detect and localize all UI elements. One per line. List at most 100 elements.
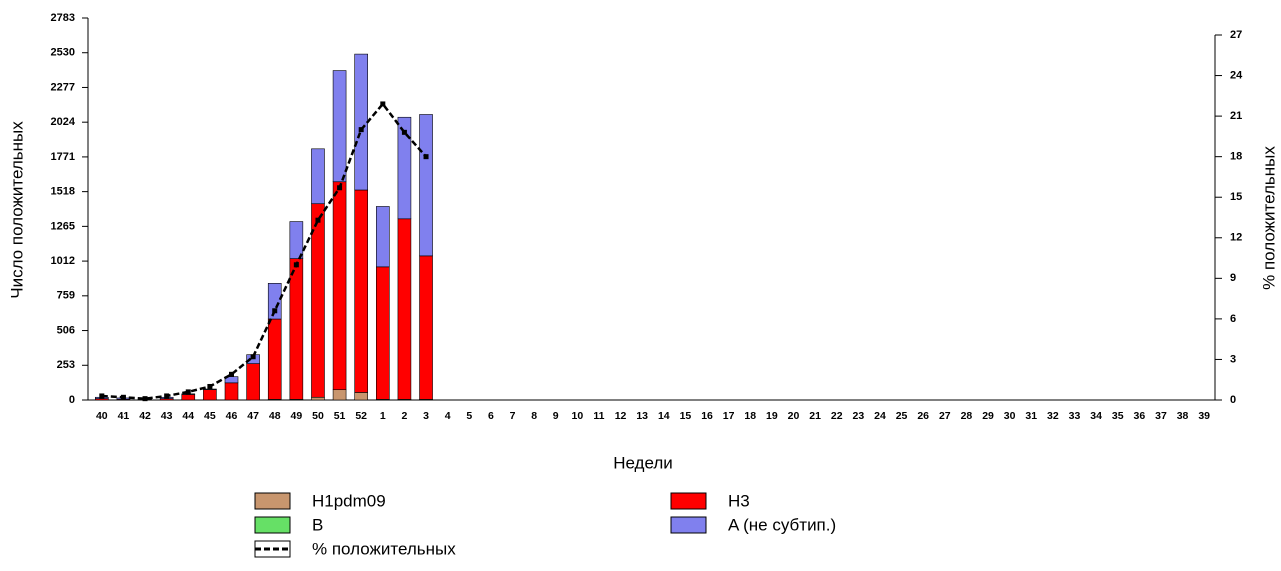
line-marker: [229, 371, 234, 377]
bar-segment: [332, 181, 347, 391]
bar-segment: [376, 206, 390, 268]
x-tick-label: 52: [355, 410, 367, 422]
line-marker: [380, 101, 386, 107]
bar-segment: [397, 116, 412, 220]
line-marker: [99, 393, 105, 399]
x-tick-label: 12: [615, 410, 627, 422]
legend-label: H1pdm09: [312, 491, 386, 510]
y2-tick-label: 24: [1230, 69, 1243, 81]
x-tick-label: 8: [531, 410, 537, 422]
x-tick-label: 21: [809, 410, 821, 422]
bar-segment: [354, 392, 368, 401]
x-tick-label: 27: [939, 410, 951, 422]
x-tick-label: 17: [723, 410, 735, 422]
legend-swatch: [254, 492, 291, 510]
legend-label: A (не субтип.): [728, 515, 836, 534]
line-marker: [293, 262, 299, 268]
bar-segment: [224, 382, 239, 401]
x-tick-label: 4: [445, 410, 451, 422]
y-tick-label: 759: [57, 290, 75, 302]
x-tick-label: 50: [312, 410, 324, 422]
x-tick-label: 3: [423, 410, 429, 422]
x-tick-label: 30: [1004, 410, 1016, 422]
line-marker: [401, 129, 407, 135]
line-marker: [207, 383, 213, 389]
line-marker: [185, 389, 191, 395]
x-tick-label: 45: [204, 410, 216, 422]
bar-segment: [332, 70, 347, 183]
x-tick-label: 10: [572, 410, 584, 422]
x-tick-label: 46: [226, 410, 238, 422]
y-tick-label: 253: [57, 359, 75, 371]
x-tick-label: 23: [853, 410, 865, 422]
y2-tick-label: 27: [1230, 29, 1242, 41]
x-tick-label: 26: [917, 410, 929, 422]
x-tick-label: 18: [744, 410, 756, 422]
y2-tick-label: 15: [1230, 191, 1242, 203]
bar-segment: [332, 389, 347, 401]
y2-tick-label: 12: [1230, 232, 1242, 244]
x-tick-label: 42: [139, 410, 151, 422]
y-tick-label: 2530: [51, 47, 75, 59]
line-marker: [142, 396, 148, 402]
legend-label: B: [312, 515, 323, 534]
y-tick-label: 2783: [51, 12, 75, 24]
bar-segment: [397, 218, 412, 400]
x-tick-label: 29: [982, 410, 994, 422]
y2-tick-label: 0: [1230, 394, 1236, 406]
bar-segment: [376, 266, 390, 400]
x-tick-label: 35: [1112, 410, 1124, 422]
bar-segment: [354, 53, 368, 191]
y-tick-label: 506: [57, 324, 75, 336]
x-tick-label: 15: [680, 410, 692, 422]
x-tick-label: 34: [1090, 410, 1102, 422]
legend-swatch: [670, 492, 707, 510]
x-tick-label: 33: [1069, 410, 1081, 422]
x-tick-label: 44: [182, 410, 194, 422]
x-tick-label: 6: [488, 410, 494, 422]
line-marker: [358, 127, 364, 133]
x-tick-label: 16: [701, 410, 713, 422]
x-tick-label: 36: [1134, 410, 1146, 422]
line-marker: [315, 217, 321, 223]
line-marker: [250, 354, 256, 360]
x-tick-label: 14: [658, 410, 670, 422]
y2-tick-label: 21: [1230, 110, 1242, 122]
line-marker: [272, 308, 278, 314]
x-tick-label: 41: [118, 410, 130, 422]
x-tick-label: 25: [896, 410, 908, 422]
bar-segment: [419, 114, 433, 257]
bar-segment: [267, 283, 282, 320]
bar-segment: [203, 389, 217, 401]
x-tick-label: 37: [1155, 410, 1167, 422]
x-tick-label: 51: [334, 410, 346, 422]
y-tick-label: 1265: [51, 220, 75, 232]
y-tick-label: 1012: [51, 255, 75, 267]
x-tick-label: 31: [1025, 410, 1037, 422]
x-tick-label: 28: [961, 410, 973, 422]
x-tick-label: 2: [402, 410, 408, 422]
legend-swatch: [670, 516, 707, 534]
bar-segment: [354, 189, 368, 393]
y-tick-label: 1771: [51, 151, 75, 163]
bar-segment: [203, 388, 217, 391]
y-tick-label: 2024: [51, 116, 76, 128]
y-axis-title: Число положительных: [7, 121, 26, 299]
x-tick-label: 7: [510, 410, 516, 422]
y2-tick-label: 9: [1230, 272, 1236, 284]
bar-segment: [419, 255, 433, 400]
y2-tick-label: 18: [1230, 151, 1242, 163]
x-tick-label: 49: [291, 410, 303, 422]
y2-tick-label: 3: [1230, 353, 1236, 365]
line-marker: [337, 185, 343, 191]
y2-axis-title: % положительных: [1259, 146, 1278, 290]
x-tick-label: 1: [380, 410, 386, 422]
x-tick-label: 11: [593, 410, 604, 422]
x-tick-label: 38: [1177, 410, 1189, 422]
x-tick-label: 20: [788, 410, 800, 422]
x-axis-title: Недели: [613, 453, 673, 472]
legend-label: % положительных: [312, 539, 456, 558]
bar-segment: [246, 363, 260, 401]
y-tick-label: 2277: [51, 81, 75, 93]
